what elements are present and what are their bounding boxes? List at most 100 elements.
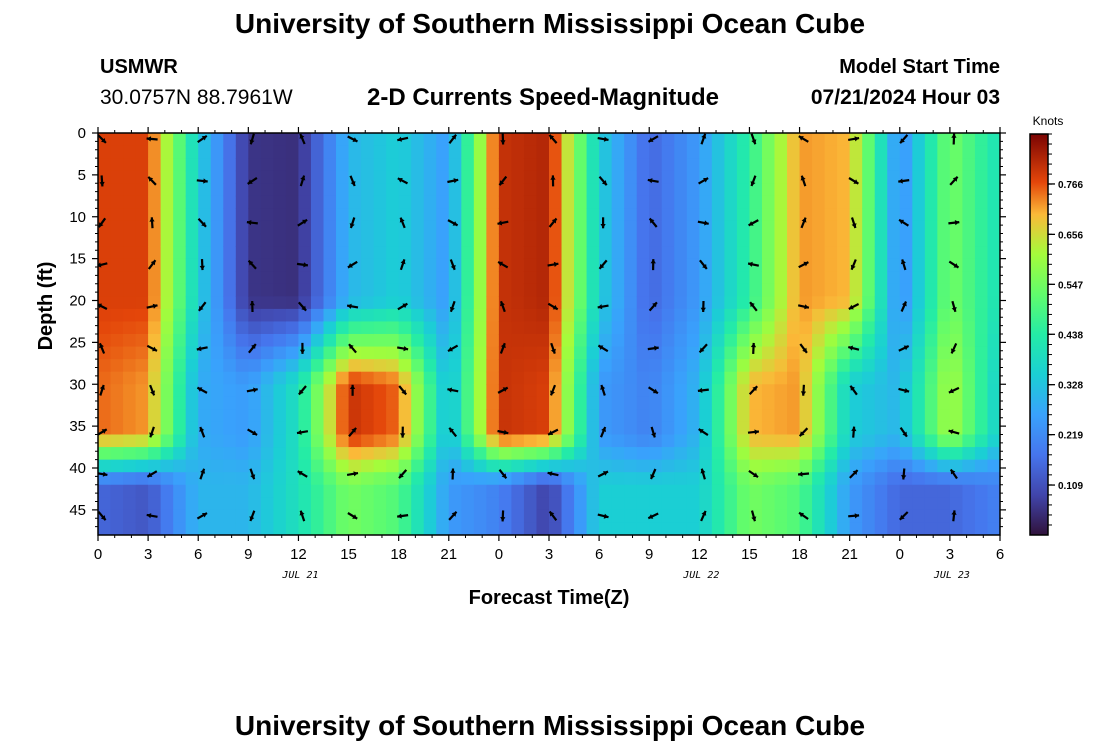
- heatmap-cell: [912, 371, 926, 385]
- heatmap-cell: [937, 509, 951, 524]
- heatmap-cell: [123, 271, 137, 285]
- heatmap-cell: [674, 409, 688, 423]
- heatmap-cell: [674, 421, 688, 436]
- current-arrow: [700, 300, 706, 313]
- heatmap-cell: [812, 409, 826, 423]
- heatmap-cell: [949, 321, 964, 335]
- heatmap-cell: [962, 158, 976, 172]
- heatmap-cell: [849, 497, 863, 511]
- heatmap-cell: [411, 145, 425, 159]
- heatmap-cell: [423, 447, 437, 461]
- heatmap-cell: [987, 183, 1000, 197]
- heatmap-cell: [436, 484, 450, 498]
- heatmap-cell: [686, 472, 700, 486]
- heatmap-cell: [887, 396, 901, 410]
- heatmap-cell: [461, 497, 475, 511]
- heatmap-cell: [448, 434, 462, 448]
- heatmap-cell: [761, 170, 776, 184]
- heatmap-cell: [724, 497, 738, 511]
- heatmap-cell: [812, 509, 826, 524]
- heatmap-cell: [98, 484, 112, 498]
- current-arrow: [848, 303, 860, 310]
- heatmap-cell: [398, 421, 412, 436]
- heatmap-cell: [185, 522, 199, 535]
- heatmap-cell: [649, 434, 663, 448]
- heatmap-cell: [624, 384, 638, 398]
- heatmap-cell: [962, 484, 976, 498]
- heatmap-cell: [799, 145, 813, 159]
- heatmap-cell: [862, 472, 876, 486]
- heatmap-cell: [523, 271, 538, 285]
- heatmap-cell: [636, 158, 650, 172]
- heatmap-cell: [561, 220, 575, 235]
- heatmap-cell: [849, 308, 863, 323]
- x-axis-label: Forecast Time(Z): [469, 587, 630, 609]
- heatmap-cell: [899, 283, 913, 297]
- heatmap-cell: [285, 359, 300, 373]
- heatmap-cell: [235, 283, 249, 297]
- heatmap-cell: [561, 145, 575, 159]
- current-arrow: [397, 136, 409, 142]
- heatmap-cell: [235, 472, 249, 486]
- heatmap-cell: [824, 271, 838, 285]
- heatmap-cell: [498, 484, 513, 498]
- heatmap-cell: [624, 158, 638, 172]
- heatmap-cell: [736, 271, 751, 285]
- current-arrow: [700, 468, 706, 480]
- heatmap-cell: [962, 321, 976, 335]
- heatmap-cell: [574, 145, 588, 159]
- heatmap-cell: [223, 308, 237, 323]
- heatmap-cell: [711, 497, 725, 511]
- heatmap-cell: [937, 447, 951, 461]
- heatmap-cell: [361, 246, 375, 260]
- current-arrow: [149, 426, 155, 438]
- heatmap-cell: [674, 158, 688, 172]
- heatmap-cell: [135, 321, 149, 335]
- heatmap-cell: [511, 133, 525, 147]
- heatmap-cell: [887, 459, 901, 473]
- heatmap-cell: [198, 158, 212, 172]
- heatmap-cell: [887, 145, 901, 159]
- current-arrow: [549, 384, 557, 396]
- heatmap-cell: [949, 396, 964, 410]
- heatmap-cell: [173, 158, 187, 172]
- heatmap-cell: [285, 371, 300, 385]
- heatmap-cell: [198, 359, 212, 373]
- heatmap-cell: [586, 246, 600, 260]
- heatmap-cell: [586, 522, 600, 535]
- heatmap-cell: [874, 334, 888, 348]
- current-arrow: [98, 217, 107, 228]
- heatmap-cell: [949, 359, 964, 373]
- heatmap-cell: [273, 334, 287, 348]
- heatmap-cell: [924, 472, 938, 486]
- heatmap-cell: [298, 208, 312, 222]
- current-arrow: [197, 134, 208, 144]
- current-arrow: [797, 471, 810, 477]
- current-arrow: [547, 428, 559, 436]
- heatmap-cell: [761, 434, 776, 448]
- heatmap-cell: [123, 497, 137, 511]
- heatmap-cell: [574, 183, 588, 197]
- heatmap-cell: [661, 321, 675, 335]
- current-arrow: [197, 217, 207, 228]
- heatmap-cell: [837, 497, 851, 511]
- heatmap-cell: [824, 220, 838, 235]
- heatmap-cell: [310, 384, 325, 398]
- heatmap-cell: [937, 246, 951, 260]
- heatmap-cell: [198, 409, 212, 423]
- heatmap-cell: [223, 396, 237, 410]
- heatmap-cell: [498, 522, 513, 535]
- heatmap-cell: [824, 195, 838, 209]
- heatmap-cell: [987, 308, 1000, 323]
- heatmap-cell: [235, 133, 249, 147]
- heatmap-cell: [912, 334, 926, 348]
- heatmap-cell: [674, 271, 688, 285]
- heatmap-cell: [761, 472, 776, 486]
- current-arrow: [597, 513, 609, 519]
- heatmap-cell: [686, 233, 700, 247]
- heatmap-cell: [336, 246, 350, 260]
- heatmap-cell: [361, 509, 375, 524]
- heatmap-cell: [812, 258, 826, 272]
- heatmap-cell: [198, 271, 212, 285]
- current-arrow: [948, 429, 960, 435]
